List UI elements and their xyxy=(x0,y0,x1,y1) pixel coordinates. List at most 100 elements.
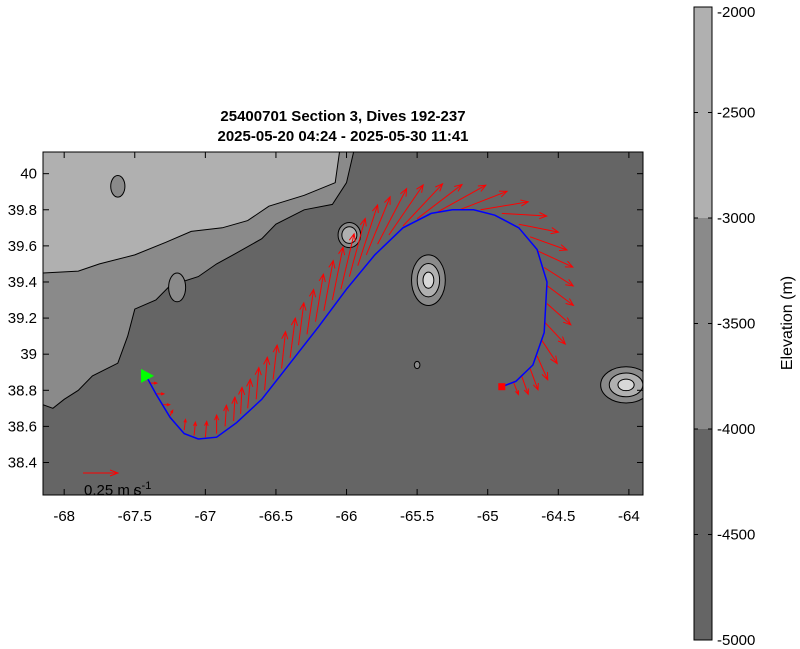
velocity-vector xyxy=(163,403,171,407)
velocity-vector-head xyxy=(299,301,307,311)
velocity-vector xyxy=(377,187,408,245)
velocity-vector xyxy=(438,184,487,213)
velocity-vector-head xyxy=(231,395,238,405)
velocity-vector xyxy=(546,285,575,307)
velocity-vector-head xyxy=(160,392,166,396)
start-marker xyxy=(141,368,155,383)
colorbar-tick-label: -4500 xyxy=(717,527,755,544)
velocity-vector xyxy=(289,316,298,358)
x-tick-label: -64.5 xyxy=(541,508,575,525)
seamount-1-ring-2 xyxy=(617,378,635,392)
velocity-vector-head xyxy=(565,298,575,307)
velocity-vector-head xyxy=(263,356,271,366)
velocity-vector-head xyxy=(170,409,174,414)
velocity-vector-head xyxy=(204,420,209,427)
velocity-vector-head xyxy=(318,272,326,283)
x-axis-ticks: -68 -67.5 -67 -66.5 -66 -65.5 -65 -64.5 -64 xyxy=(53,152,640,525)
velocity-vector-head xyxy=(523,388,529,396)
velocity-vector-head xyxy=(153,381,159,385)
velocity-vector-head xyxy=(550,227,560,235)
velocity-vector-head xyxy=(557,336,567,346)
x-tick-label: -67 xyxy=(195,508,217,525)
y-tick-label: 39.2 xyxy=(8,310,37,327)
x-tick-label: -64 xyxy=(618,508,640,525)
velocity-vector-shaft xyxy=(233,397,236,422)
y-tick-label: 38.6 xyxy=(8,418,37,435)
velocity-vector-head xyxy=(563,317,572,326)
velocity-vector xyxy=(529,236,569,251)
velocity-vector xyxy=(538,250,574,268)
velocity-vector-shaft xyxy=(438,184,487,213)
velocity-vector-head xyxy=(372,203,379,214)
velocity-vector-head xyxy=(550,355,558,365)
velocity-vector-head xyxy=(246,378,254,388)
velocity-vector-head xyxy=(416,183,424,193)
velocity-vector xyxy=(193,420,198,436)
velocity-vector xyxy=(512,381,519,396)
velocity-vector-head xyxy=(214,413,220,421)
y-tick-label: 38.8 xyxy=(8,382,37,399)
velocity-vector-head xyxy=(400,187,408,197)
velocity-vector xyxy=(254,366,262,400)
velocity-vector-head xyxy=(520,199,530,207)
velocity-vector-shaft xyxy=(377,188,408,245)
velocity-vector-shaft xyxy=(315,274,324,322)
x-tick-label: -65 xyxy=(477,508,499,525)
velocity-vector-shaft xyxy=(538,250,574,268)
velocity-vector xyxy=(169,409,174,416)
velocity-vector-shaft xyxy=(323,260,334,311)
velocity-vector-head xyxy=(564,260,574,268)
velocity-vector-head xyxy=(565,279,575,287)
y-tick-label: 39.6 xyxy=(8,238,37,255)
seamount-5-ring-0 xyxy=(413,360,421,370)
y-axis-ticks: 38.4 38.6 38.8 39 39.2 39.4 39.6 39.8 40 xyxy=(8,166,643,472)
colorbar-ticks: -2000 -2500 -3000 -3500 -4000 -4500 -5000 xyxy=(694,4,755,649)
x-tick-label: -66.5 xyxy=(259,508,293,525)
velocity-vector-shaft xyxy=(512,381,519,395)
velocity-vector-head xyxy=(435,182,444,192)
colorbar-tick-label: -4000 xyxy=(717,421,755,438)
velocity-vector-shaft xyxy=(365,196,391,256)
velocity-vector-shaft xyxy=(281,331,286,369)
seamount-3-ring-0 xyxy=(110,175,126,198)
velocity-vector xyxy=(540,339,558,365)
velocity-vector-shaft xyxy=(546,285,574,306)
velocity-vector xyxy=(223,404,229,427)
velocity-vector-shaft xyxy=(298,302,305,346)
scale-label: 0.25 m s-1 xyxy=(84,480,151,499)
x-tick-label: -65.5 xyxy=(400,508,434,525)
velocity-vector-head xyxy=(515,390,519,396)
velocity-vector-shaft xyxy=(416,184,463,220)
velocity-vector-shaft xyxy=(521,375,529,395)
y-tick-label: 39.8 xyxy=(8,202,37,219)
velocity-vector xyxy=(263,356,271,391)
velocity-vector xyxy=(272,343,280,380)
colorbar-tick-label: -2000 xyxy=(717,4,755,21)
velocity-vector xyxy=(204,420,209,438)
x-tick-label: -66 xyxy=(336,508,358,525)
velocity-vector xyxy=(315,272,326,322)
velocity-vector-shaft xyxy=(543,267,574,287)
colorbar-band-upper xyxy=(694,7,712,218)
velocity-vector-shaft xyxy=(272,345,278,380)
velocity-vector-shaft xyxy=(480,201,529,211)
velocity-vector-head xyxy=(223,404,229,412)
velocity-vector xyxy=(214,413,220,434)
velocity-vector xyxy=(529,368,539,392)
velocity-vector-shaft xyxy=(357,204,379,266)
velocity-vector-shaft xyxy=(306,289,315,335)
velocity-vector-shaft xyxy=(289,318,296,358)
velocity-vector xyxy=(231,395,238,422)
velocity-vector-head xyxy=(183,418,187,423)
velocity-vector-shaft xyxy=(459,190,508,211)
velocity-vector-shaft xyxy=(224,405,227,427)
velocity-vector-shaft xyxy=(536,355,549,381)
velocity-vector-head xyxy=(193,420,198,427)
colorbar-tick-label: -2500 xyxy=(717,105,755,122)
velocity-vector xyxy=(183,418,187,431)
colorbar-label: Elevation (m) xyxy=(779,276,796,370)
colorbar-tick-label: -5000 xyxy=(717,632,755,649)
velocity-vector-head xyxy=(348,232,356,242)
colorbar: -2000 -2500 -3000 -3500 -4000 -4500 -5000 Elev… xyxy=(693,4,796,649)
